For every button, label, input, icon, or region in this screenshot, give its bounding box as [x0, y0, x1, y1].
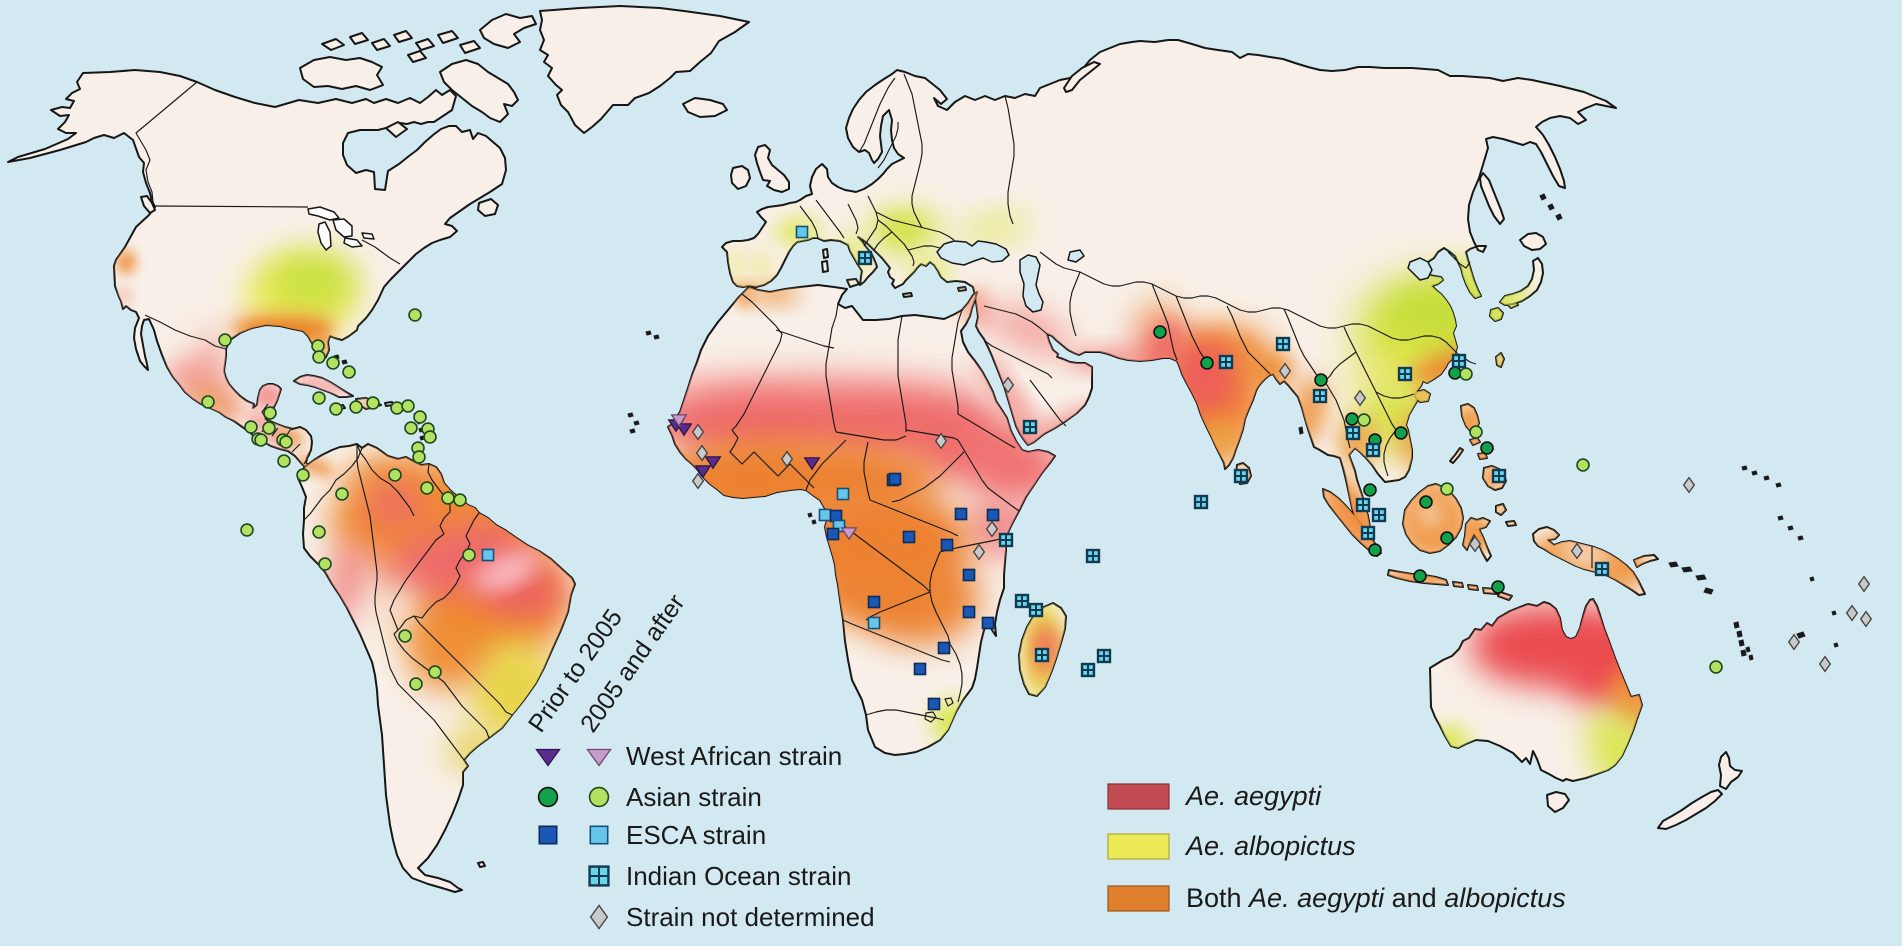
svg-text:West African strain: West African strain	[626, 741, 842, 771]
svg-text:Ae. aegypti: Ae. aegypti	[1184, 781, 1322, 811]
svg-text:Asian strain: Asian strain	[626, 782, 762, 812]
svg-text:Ae. albopictus: Ae. albopictus	[1184, 831, 1356, 861]
svg-text:Strain not determined: Strain not determined	[626, 902, 875, 932]
svg-text:Both Ae. aegypti and albopictu: Both Ae. aegypti and albopictus	[1186, 883, 1566, 913]
svg-text:Indian Ocean strain: Indian Ocean strain	[626, 861, 851, 891]
svg-text:ESCA strain: ESCA strain	[626, 820, 766, 850]
